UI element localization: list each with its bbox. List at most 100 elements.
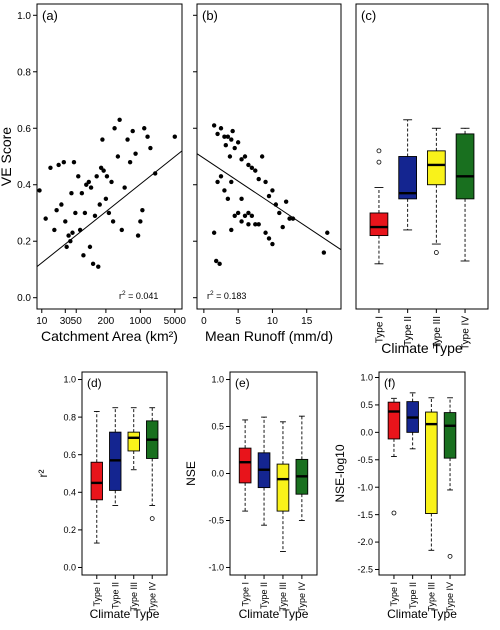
data-point <box>217 261 222 267</box>
data-point <box>225 196 231 202</box>
x-tick-label: 0 <box>201 316 207 327</box>
data-point <box>104 174 110 179</box>
box-type-ii <box>257 416 271 526</box>
data-point <box>115 154 121 159</box>
data-point <box>106 210 112 216</box>
data-point <box>239 196 244 202</box>
data-point <box>277 210 282 216</box>
outlier-point <box>447 553 453 559</box>
y-tick-label: 0.0 <box>63 563 76 573</box>
y-tick-label: 0.6 <box>63 450 76 460</box>
y-tick-label: 0.4 <box>17 180 31 191</box>
data-point <box>280 224 285 230</box>
iqr-box <box>425 411 438 515</box>
x-tick-label: Type II <box>110 582 120 609</box>
box-type-iv <box>146 407 159 522</box>
x-tick-label: Type IV <box>147 582 157 613</box>
data-point <box>223 143 228 148</box>
x-tick-label: Type I <box>389 582 399 607</box>
y-tick-label: 0.5 <box>360 400 373 410</box>
data-point <box>125 137 130 142</box>
data-point <box>232 145 237 151</box>
box-type-iv <box>295 415 309 521</box>
plot-frame <box>196 3 342 310</box>
data-point <box>218 126 224 131</box>
y-tick-label: -1.5 <box>357 510 373 520</box>
data-point <box>263 179 268 185</box>
x-tick-label: Type I <box>92 582 102 607</box>
x-axis-label: Climate Type <box>387 607 457 621</box>
data-point <box>321 250 327 255</box>
iqr-box <box>443 412 457 459</box>
r-squared-annotation: r2 = 0.041 <box>119 290 158 301</box>
box-type-ii <box>109 407 122 506</box>
x-tick-label: Type III <box>278 582 288 612</box>
data-point <box>235 140 241 145</box>
data-point <box>172 134 177 139</box>
y-tick-label: 1.0 <box>360 373 373 383</box>
iqr-box <box>90 461 103 501</box>
x-tick-label: Type III <box>426 582 436 612</box>
data-point <box>273 202 279 207</box>
panel-label: (d) <box>87 376 102 390</box>
data-point <box>76 174 81 179</box>
data-point <box>122 185 127 190</box>
data-point <box>290 216 296 221</box>
plot-frame <box>81 371 168 576</box>
x-tick-label: 5 <box>235 316 241 327</box>
y-tick-label: -1.0 <box>208 563 224 573</box>
panel-f: (f) -2.5 -2.0 -1.5 -1.0 -0.5 0.0 0.5 1.0 NSE-log1… <box>333 371 466 621</box>
data-point <box>103 196 109 202</box>
data-point <box>117 117 122 122</box>
box-type-iii <box>127 407 140 471</box>
iqr-box <box>427 150 446 186</box>
y-tick-label: -0.5 <box>357 455 373 465</box>
data-point <box>229 227 234 233</box>
data-point <box>256 176 261 182</box>
data-point <box>218 174 224 179</box>
x-tick-label: 15 <box>301 316 313 327</box>
box-type-i <box>369 148 389 265</box>
data-point <box>142 126 147 131</box>
data-point <box>211 123 217 128</box>
data-point <box>81 253 86 258</box>
data-point <box>246 222 251 227</box>
panel-label: (b) <box>202 8 218 23</box>
data-point <box>145 134 150 139</box>
data-point <box>266 193 272 199</box>
data-point <box>73 210 78 216</box>
data-point <box>64 244 69 250</box>
box-type-ii <box>406 392 419 450</box>
data-point <box>48 165 53 170</box>
data-point <box>100 137 105 142</box>
data-point <box>87 244 93 250</box>
y-tick-label: 0.8 <box>17 67 31 78</box>
data-point <box>249 213 255 219</box>
data-point <box>259 154 265 159</box>
y-tick-label: -2.0 <box>357 537 373 547</box>
data-point <box>52 227 57 233</box>
data-point <box>130 128 135 134</box>
regression-line <box>196 153 342 251</box>
data-point <box>227 154 233 159</box>
x-tick-label: 10 <box>267 316 279 327</box>
data-point <box>246 162 251 168</box>
y-axis-label: VE Score <box>0 127 14 186</box>
x-tick-label: 200 <box>98 316 115 327</box>
panel-a: (a) 0.0 0.2 0.4 0.6 0.8 1.0 VE Score 10 30 50 200 10… <box>0 3 186 344</box>
data-point <box>215 131 220 137</box>
y-tick-label: 0.0 <box>360 428 373 438</box>
box-type-i <box>238 419 252 512</box>
data-point <box>215 179 220 185</box>
data-point <box>119 227 124 233</box>
regression-line <box>36 150 183 268</box>
data-point <box>70 230 75 235</box>
data-point <box>54 207 59 213</box>
x-axis-label: Climate Type <box>239 607 309 621</box>
outlier-point <box>391 510 397 516</box>
data-point <box>43 216 48 221</box>
y-tick-label: 0.4 <box>63 487 76 497</box>
iqr-box <box>387 401 401 440</box>
data-point <box>253 222 258 227</box>
